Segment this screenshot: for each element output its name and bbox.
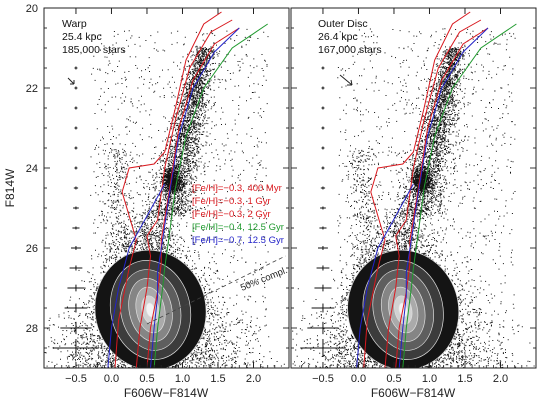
panel-title-right: Outer Disc [318, 18, 368, 30]
isochrones-right [356, 11, 517, 368]
isochrone-line [150, 27, 240, 368]
star-points-right [292, 28, 535, 368]
isochrone-line [395, 27, 489, 368]
x-tick-label: 0.5 [139, 373, 154, 385]
isochrone-line [398, 27, 489, 368]
star-scatter [292, 28, 535, 368]
x-tick-label: 1.5 [210, 373, 225, 385]
legend-entry: [Fe/H]=−0.7, 12.5 Gyr [192, 235, 284, 246]
x-tick-label: 1.0 [175, 373, 190, 385]
panel-title-left: Warp [62, 18, 87, 30]
isochrone-line [402, 23, 517, 368]
arrow-head-left [70, 80, 75, 85]
y-axis-left: 20 22 24 26 28 [26, 3, 289, 369]
isochrone-line [107, 183, 166, 368]
completeness-dashed-line [146, 255, 286, 325]
legend: [Fe/H]=−0.3, 400 Myr [Fe/H]=−0.3, 1 Gyr … [192, 183, 284, 246]
y-tick-label: 24 [26, 163, 38, 175]
isochrone-line [114, 11, 222, 368]
completeness-line [146, 255, 286, 325]
x-tick-label: 0.0 [351, 373, 366, 385]
isochrone-line [363, 11, 471, 368]
isochrone-line [146, 27, 240, 368]
x-tick-label: 0.5 [386, 373, 401, 385]
x-axis-left: −0.5 0.0 0.5 1.0 1.5 2.0 [54, 8, 276, 385]
panel-starcount-left: 185,000 stars [62, 44, 126, 56]
x-axis-title-left: F606W−F814W [124, 386, 209, 400]
y-axis-title: F814W [3, 168, 17, 207]
isochrones-left [107, 11, 268, 368]
panel-warp: −0.5 0.0 0.5 1.0 1.5 2.0 20 22 24 26 28 Warp 25.4… [3, 3, 290, 400]
isochrone-line [356, 183, 414, 368]
pointer-arrow-right [339, 74, 353, 86]
y-tick-label: 26 [26, 243, 38, 255]
legend-entry: [Fe/H]=−0.4, 12.5 Gyr [192, 222, 284, 233]
legend-entry: [Fe/H]=−0.3, 400 Myr [192, 183, 282, 194]
error-bars-left [53, 66, 99, 357]
panel-starcount-right: 167,000 stars [318, 44, 382, 56]
x-tick-label: 2.0 [246, 373, 261, 385]
arrow-head-right [347, 79, 353, 86]
panel-distance-left: 25.4 kpc [62, 31, 102, 43]
x-tick-label: 0.0 [104, 373, 119, 385]
x-tick-label: 1.5 [457, 373, 472, 385]
x-tick-label: −0.5 [65, 373, 87, 385]
y-tick-label: 20 [26, 3, 38, 15]
y-tick-label: 22 [26, 83, 38, 95]
legend-entry: [Fe/H]=−0.3, 2 Gyr [192, 209, 271, 220]
isochrone-line [153, 23, 268, 368]
x-axis-right: −0.5 0.0 0.5 1.0 1.5 2.0 [301, 8, 523, 385]
error-bars-right [300, 66, 346, 357]
x-axis-title-right: F606W−F814W [371, 386, 456, 400]
panel-distance-right: 26.4 kpc [318, 31, 358, 43]
isochrone-line [384, 19, 482, 368]
pointer-arrow-left [67, 77, 75, 85]
panel-outer-disc: −0.5 0.0 0.5 1.0 1.5 2.0 Outer Disc 26.4 kpc … [290, 7, 537, 400]
y-axis-right [291, 7, 536, 369]
legend-entry: [Fe/H]=−0.3, 1 Gyr [192, 196, 271, 207]
isochrone-line [135, 19, 233, 368]
x-tick-label: 2.0 [493, 373, 508, 385]
x-tick-label: 1.0 [422, 373, 437, 385]
x-tick-label: −0.5 [312, 373, 334, 385]
y-tick-label: 28 [26, 323, 38, 335]
